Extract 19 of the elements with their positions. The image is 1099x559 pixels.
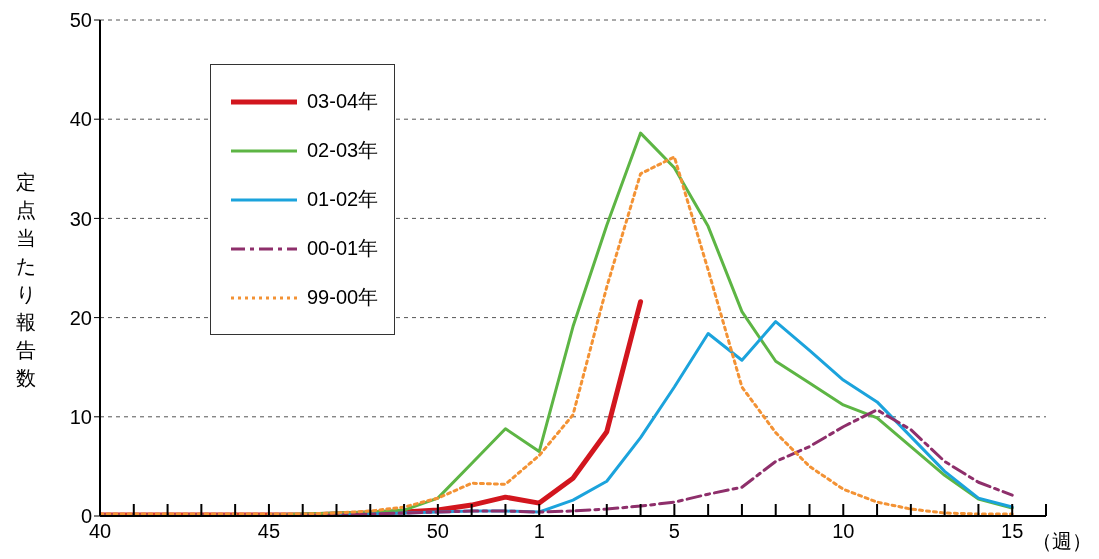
x-axis-title: （週） [1032, 529, 1093, 554]
legend-label: 01-02年 [307, 187, 379, 212]
y-tick-label: 30 [69, 207, 92, 230]
y-tick-label: 50 [69, 9, 92, 32]
y-tick-label: 10 [69, 405, 92, 428]
x-tick-label: 45 [257, 520, 281, 542]
legend-label: 02-03年 [307, 138, 379, 163]
y-axis-title: 定点当たり報告数 [15, 170, 37, 391]
x-tick-label: 50 [426, 520, 449, 542]
legend-label: 99-00年 [307, 285, 379, 310]
y-tick-label: 40 [69, 108, 92, 131]
legend-label: 03-04年 [307, 89, 379, 114]
x-tick-label: 5 [668, 520, 680, 542]
y-tick-label: 0 [80, 505, 92, 528]
legend-label: 00-01年 [307, 236, 379, 261]
x-tick-label: 15 [1001, 520, 1024, 542]
y-tick-label: 20 [69, 306, 92, 329]
x-tick-label: 1 [533, 520, 545, 542]
x-tick-label: 10 [832, 520, 855, 542]
